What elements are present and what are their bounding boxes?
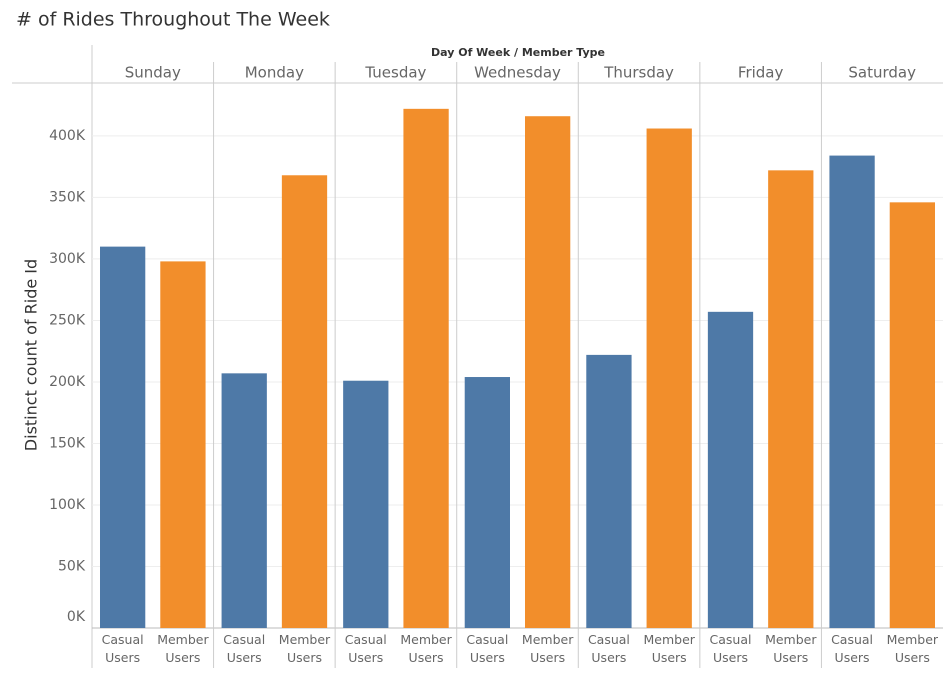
x-axis-label: Day Of Week / Member Type bbox=[431, 46, 605, 59]
bar bbox=[403, 108, 449, 629]
bar bbox=[221, 373, 267, 628]
category-label: Thursday bbox=[603, 64, 674, 82]
sub-label-box: Member Users bbox=[157, 632, 209, 665]
category-label: Wednesday bbox=[474, 64, 561, 82]
chart-title: # of Rides Throughout The Week bbox=[16, 9, 330, 31]
y-tick-label: 250K bbox=[49, 312, 86, 328]
sub-label-box: Member Users bbox=[643, 632, 695, 665]
y-tick-label: 100K bbox=[49, 497, 86, 513]
category-label: Friday bbox=[738, 64, 784, 82]
bar bbox=[707, 311, 754, 628]
sub-label-box: Member Users bbox=[278, 632, 331, 665]
sub-category-label: Member Users bbox=[157, 632, 209, 665]
sub-label-box: Casual Users bbox=[831, 632, 874, 665]
category-label: Tuesday bbox=[364, 64, 426, 82]
bar bbox=[525, 116, 571, 628]
sub-category-label: Member Users bbox=[400, 632, 452, 665]
sub-label-box: Member Users bbox=[765, 632, 817, 665]
sub-label-box: Casual Users bbox=[466, 632, 509, 665]
sub-category-label: Member Users bbox=[886, 632, 939, 665]
bar bbox=[829, 155, 875, 628]
sub-category-label: Casual Users bbox=[466, 632, 509, 665]
y-tick-label: 300K bbox=[49, 251, 86, 267]
sub-category-label: Casual Users bbox=[831, 632, 874, 665]
sub-label-box: Member Users bbox=[400, 632, 452, 665]
sub-label-box: Casual Users bbox=[101, 632, 144, 665]
y-tick-label: 200K bbox=[49, 374, 86, 390]
category-label: Monday bbox=[245, 64, 304, 82]
bar bbox=[889, 202, 935, 628]
sub-category-label: Member Users bbox=[643, 632, 695, 665]
bar bbox=[100, 246, 146, 628]
sub-category-label: Casual Users bbox=[709, 632, 752, 665]
sub-label-box: Member Users bbox=[886, 632, 939, 665]
sub-category-label: Casual Users bbox=[344, 632, 387, 665]
sub-category-label: Member Users bbox=[765, 632, 817, 665]
y-tick-label: 400K bbox=[49, 128, 86, 144]
sub-category-label: Casual Users bbox=[101, 632, 144, 665]
category-label: Saturday bbox=[848, 64, 916, 82]
bar bbox=[586, 354, 632, 628]
sub-label-box: Casual Users bbox=[223, 632, 266, 665]
sub-category-label: Casual Users bbox=[223, 632, 266, 665]
bar bbox=[160, 261, 206, 628]
bar bbox=[768, 170, 814, 628]
bar bbox=[281, 175, 328, 628]
y-tick-label: 50K bbox=[58, 558, 86, 574]
y-tick-label: 150K bbox=[49, 435, 86, 451]
bar bbox=[343, 380, 389, 628]
sub-category-label: Member Users bbox=[521, 632, 574, 665]
sub-label-box: Casual Users bbox=[587, 632, 630, 665]
sub-label-box: Casual Users bbox=[709, 632, 752, 665]
sub-label-box: Casual Users bbox=[344, 632, 387, 665]
sub-category-label: Member Users bbox=[278, 632, 331, 665]
y-axis-label: Distinct count of Ride Id bbox=[22, 259, 41, 451]
y-tick-label: 0K bbox=[67, 609, 86, 625]
bar bbox=[646, 128, 692, 629]
y-tick-label: 350K bbox=[49, 189, 86, 205]
bar bbox=[464, 377, 510, 628]
sub-label-box: Member Users bbox=[521, 632, 574, 665]
category-label: Sunday bbox=[125, 64, 181, 82]
sub-category-label: Casual Users bbox=[587, 632, 630, 665]
